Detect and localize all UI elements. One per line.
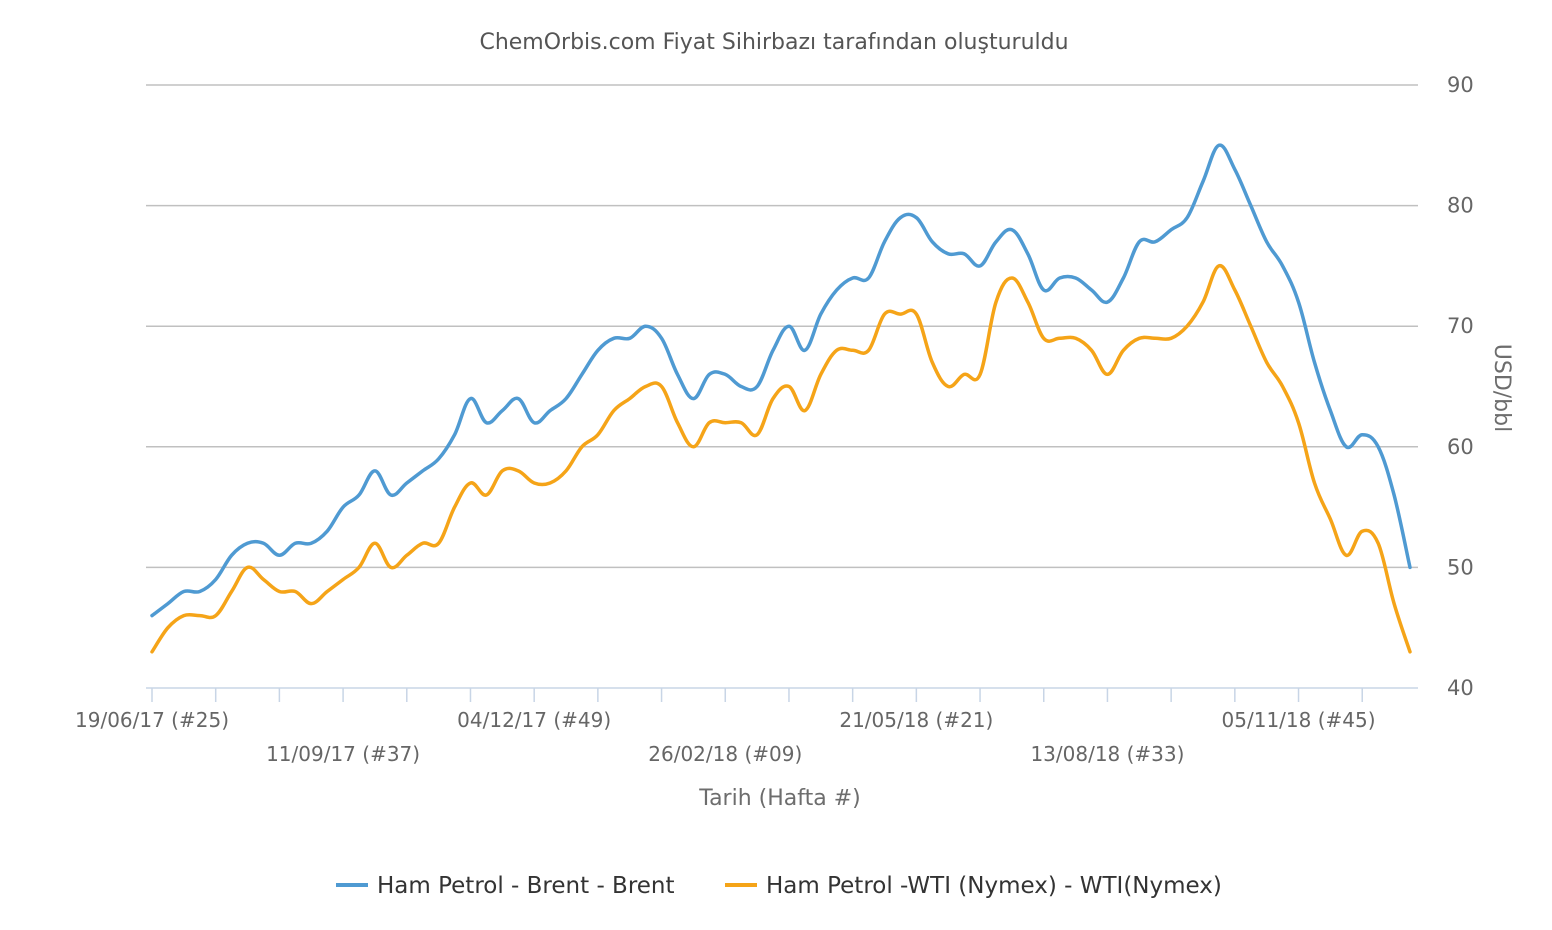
legend: Ham Petrol - Brent - Brent Ham Petrol -WT… (336, 873, 1222, 899)
series-line-2 (150, 264, 1412, 654)
y-axis-title: USD/bbl (1489, 344, 1514, 432)
x-axis-title: Tarih (Hafta #) (698, 786, 860, 811)
x-tick-label: 05/11/18 (#45) (1222, 708, 1376, 732)
series-line-1 (150, 143, 1412, 618)
y-tick-label: 80 (1447, 194, 1474, 218)
y-tick-label: 90 (1447, 73, 1474, 97)
series-lines (150, 143, 1412, 654)
y-tick-label: 40 (1447, 676, 1474, 700)
x-tick-label: 04/12/17 (#49) (457, 708, 611, 732)
x-tick-label: 11/09/17 (#37) (266, 742, 420, 766)
x-tick-label: 19/06/17 (#25) (75, 708, 229, 732)
chart-title: ChemOrbis.com Fiyat Sihirbazı tarafından… (479, 30, 1068, 55)
y-tick-label: 50 (1447, 555, 1474, 579)
x-tick-label: 26/02/18 (#09) (648, 742, 802, 766)
legend-label: Ham Petrol -WTI (Nymex) - WTI(Nymex) (766, 873, 1222, 899)
x-axis: 19/06/17 (#25) 11/09/17 (#37) 04/12/17 (#4… (75, 687, 1418, 766)
y-tick-label: 60 (1447, 435, 1474, 459)
y-axis: 40 50 60 70 80 90 (1447, 73, 1474, 700)
gridlines (146, 84, 1418, 569)
x-tick-label: 21/05/18 (#21) (839, 708, 993, 732)
legend-label: Ham Petrol - Brent - Brent (377, 873, 675, 899)
y-tick-label: 70 (1447, 314, 1474, 338)
x-tick-label: 13/08/18 (#33) (1030, 742, 1184, 766)
